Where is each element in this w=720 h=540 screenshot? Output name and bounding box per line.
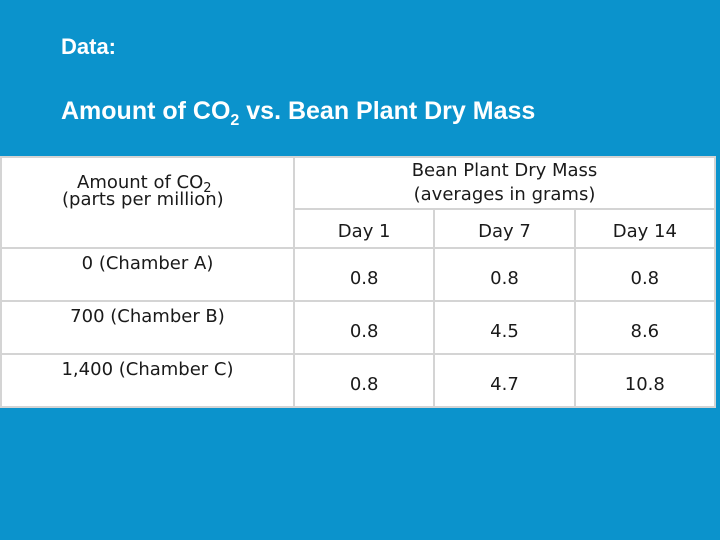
co2-header-line1: Amount of CO2 [77,172,212,196]
table-row: 700 (Chamber B) 0.8 4.5 8.6 [0,300,717,355]
co2-header-line2: (parts per million) [62,189,224,210]
row-label: 0 (Chamber A) [0,247,295,302]
row-label: 700 (Chamber B) [0,300,295,355]
co2-column-header: Amount of CO2 (parts per million) [0,156,295,249]
dry-mass-header-line2: (averages in grams) [413,184,596,205]
table-row: 1,400 (Chamber C) 0.8 4.7 10.8 [0,353,717,408]
title-subscript: 2 [230,112,240,129]
day-header: Day 7 [433,208,576,249]
dry-mass-header-line1: Bean Plant Dry Mass [411,160,598,181]
slide-label: Data: [61,34,117,59]
slide-title: Amount of CO2 vs. Bean Plant Dry Mass [61,97,535,130]
table-cell: 8.6 [573,300,717,355]
day-header: Day 14 [573,208,717,249]
table-cell: 0.8 [573,247,717,302]
table-cell: 0.8 [433,247,576,302]
table-row: 0 (Chamber A) 0.8 0.8 0.8 [0,247,717,302]
dry-mass-header: Bean Plant Dry Mass (averages in grams) [293,156,716,210]
row-label: 1,400 (Chamber C) [0,353,295,408]
day-header: Day 1 [292,208,436,249]
table-cell: 0.8 [292,353,436,408]
table-cell: 4.7 [433,353,576,408]
table-cell: 10.8 [573,353,717,408]
table-cell: 0.8 [292,300,436,355]
data-table: Amount of CO2 (parts per million) Bean P… [0,156,717,408]
table-cell: 4.5 [433,300,576,355]
title-suffix: vs. Bean Plant Dry Mass [239,97,536,125]
table-cell: 0.8 [292,247,436,302]
title-prefix: Amount of CO [61,97,231,125]
